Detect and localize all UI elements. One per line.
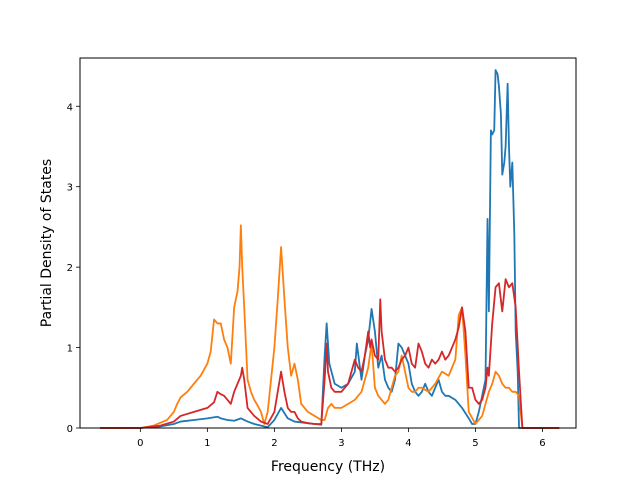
series-line-2 [100,224,560,429]
x-axis-label: Frequency (THz) [271,459,385,475]
series-layer [100,69,560,429]
x-axis: 0 1 2 3 4 5 6 [137,428,546,449]
series-line-3 [100,278,560,429]
x-tick-label: 5 [472,438,478,449]
x-tick-label: 0 [137,438,143,449]
x-tick-label: 4 [405,438,411,449]
y-axis-label: Partial Density of States [39,159,55,327]
y-tick-label: 1 [67,344,73,355]
x-tick-label: 1 [204,438,210,449]
plot-frame [79,57,577,429]
y-tick-label: 4 [67,102,73,113]
x-tick-label: 6 [539,438,545,449]
y-axis: 0 1 2 3 4 [67,102,80,435]
x-tick-label: 3 [338,438,344,449]
y-tick-label: 0 [67,424,73,435]
y-tick-label: 2 [67,263,73,274]
y-tick-label: 3 [67,183,73,194]
x-tick-label: 2 [271,438,277,449]
